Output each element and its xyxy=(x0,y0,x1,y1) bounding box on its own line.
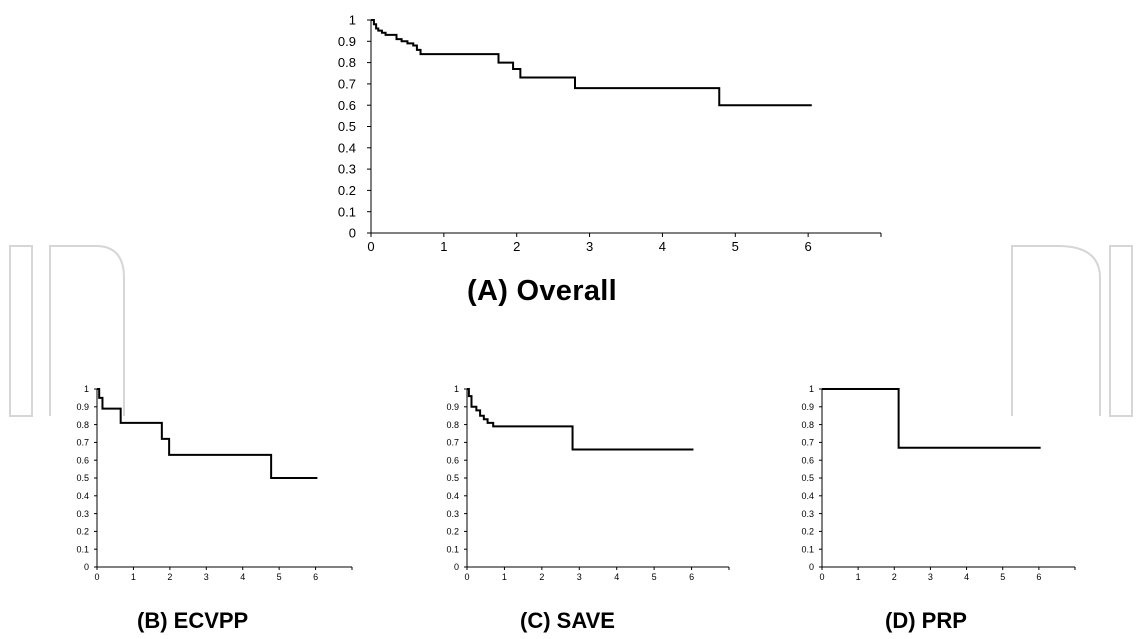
survival-curve xyxy=(97,388,318,479)
y-tick-label: 0.7 xyxy=(801,438,814,448)
y-tick-label: 0 xyxy=(349,226,356,241)
x-tick-label: 4 xyxy=(614,572,619,582)
y-tick-label: 0.5 xyxy=(338,119,356,134)
x-tick-label: 2 xyxy=(539,572,544,582)
y-tick-label: 0 xyxy=(84,562,89,572)
y-tick-label: 0.8 xyxy=(76,420,89,430)
y-tick-label: 0.6 xyxy=(446,455,459,465)
chart-ecvpp-svg: 0 0.1 0.2 0.3 0.4 0.5 0.6 0.7 0.8 0.9 1 0 1 2 3 4 5 6 xyxy=(76,384,353,582)
survival-curve xyxy=(467,388,694,451)
x-tick-label: 1 xyxy=(440,239,447,254)
y-tick-label: 0.5 xyxy=(446,473,459,483)
y-tick-label: 0.8 xyxy=(446,420,459,430)
y-tick-label: 0.6 xyxy=(338,98,356,113)
x-tick-label: 0 xyxy=(819,572,824,582)
x-tick-label: 1 xyxy=(131,572,136,582)
x-tick-label: 3 xyxy=(577,572,582,582)
y-tick-label: 0.2 xyxy=(76,527,89,537)
y-tick-label: 0.7 xyxy=(76,438,89,448)
y-tick-label: 0.1 xyxy=(76,544,89,554)
x-tick-label: 5 xyxy=(277,572,282,582)
chart-ecvpp: 0 0.1 0.2 0.3 0.4 0.5 0.6 0.7 0.8 0.9 1 0 1 2 3 4 5 6 xyxy=(70,384,370,595)
y-tick-label: 0.1 xyxy=(338,204,356,219)
y-tick-label: 0.2 xyxy=(446,527,459,537)
x-tick-label: 2 xyxy=(167,572,172,582)
y-tick-label: 0.5 xyxy=(76,473,89,483)
y-tick-label: 0.4 xyxy=(338,140,356,155)
chart-save-svg: 0 0.1 0.2 0.3 0.4 0.5 0.6 0.7 0.8 0.9 1 0 1 2 3 4 5 6 xyxy=(446,384,730,582)
y-tick-label: 1 xyxy=(84,384,89,394)
survival-curve xyxy=(822,388,1041,449)
y-tick-label: 0.9 xyxy=(338,34,356,49)
y-tick-label: 0.1 xyxy=(446,544,459,554)
y-tick-label: 0.6 xyxy=(801,455,814,465)
y-tick-label: 0.4 xyxy=(446,491,459,501)
y-tick-label: 0.9 xyxy=(76,402,89,412)
x-tick-label: 5 xyxy=(1000,572,1005,582)
y-tick-label: 1 xyxy=(454,384,459,394)
x-tick-label: 6 xyxy=(1036,572,1041,582)
y-tick-label: 0.3 xyxy=(76,509,89,519)
chart-overall-svg: 0 0.1 0.2 0.3 0.4 0.5 0.6 0.7 0.8 0.9 1 0 1 2 3 4 5 6 xyxy=(338,13,882,254)
y-tick-label: 0.2 xyxy=(801,527,814,537)
y-tick-label: 0.2 xyxy=(338,183,356,198)
x-tick-label: 2 xyxy=(513,239,520,254)
x-tick-label: 3 xyxy=(204,572,209,582)
y-tick-label: 0 xyxy=(454,562,459,572)
y-tick-label: 0.7 xyxy=(338,76,356,91)
x-tick-label: 4 xyxy=(659,239,666,254)
x-tick-label: 3 xyxy=(928,572,933,582)
x-tick-label: 4 xyxy=(964,572,969,582)
x-tick-label: 6 xyxy=(689,572,694,582)
y-tick-label: 0.7 xyxy=(446,438,459,448)
chart-prp-caption: (D) PRP xyxy=(885,608,967,633)
chart-overall-caption: (A) Overall xyxy=(467,275,617,307)
y-tick-label: 0.8 xyxy=(801,420,814,430)
y-tick-label: 0.4 xyxy=(76,491,89,501)
chart-ecvpp-caption: (B) ECVPP xyxy=(137,608,249,633)
y-tick-label: 1 xyxy=(809,384,814,394)
chart-prp: 0 0.1 0.2 0.3 0.4 0.5 0.6 0.7 0.8 0.9 1 0 1 2 3 4 5 6 xyxy=(795,384,1095,595)
x-tick-label: 1 xyxy=(502,572,507,582)
y-tick-label: 0 xyxy=(809,562,814,572)
x-tick-label: 0 xyxy=(464,572,469,582)
x-tick-label: 0 xyxy=(367,239,374,254)
y-tick-label: 0.5 xyxy=(801,473,814,483)
y-tick-label: 0.3 xyxy=(801,509,814,519)
chart-save-caption: (C) SAVE xyxy=(520,608,615,633)
survival-curve xyxy=(371,19,812,107)
y-tick-label: 0.9 xyxy=(801,402,814,412)
y-tick-label: 0.9 xyxy=(446,402,459,412)
chart-overall: 0 0.1 0.2 0.3 0.4 0.5 0.6 0.7 0.8 0.9 1 0 1 2 3 4 5 6 xyxy=(338,6,900,268)
x-tick-label: 6 xyxy=(805,239,812,254)
y-tick-label: 0.3 xyxy=(446,509,459,519)
x-tick-label: 5 xyxy=(652,572,657,582)
x-tick-label: 2 xyxy=(892,572,897,582)
chart-prp-svg: 0 0.1 0.2 0.3 0.4 0.5 0.6 0.7 0.8 0.9 1 0 1 2 3 4 5 6 xyxy=(801,384,1076,582)
x-tick-label: 1 xyxy=(856,572,861,582)
y-tick-label: 0.6 xyxy=(76,455,89,465)
y-tick-label: 1 xyxy=(349,13,356,28)
x-tick-label: 6 xyxy=(313,572,318,582)
x-tick-label: 4 xyxy=(240,572,245,582)
chart-save: 0 0.1 0.2 0.3 0.4 0.5 0.6 0.7 0.8 0.9 1 0 1 2 3 4 5 6 xyxy=(440,384,740,595)
x-tick-label: 0 xyxy=(94,572,99,582)
x-tick-label: 5 xyxy=(732,239,739,254)
y-tick-label: 0.8 xyxy=(338,55,356,70)
x-tick-label: 3 xyxy=(586,239,593,254)
y-tick-label: 0.1 xyxy=(801,544,814,554)
y-tick-label: 0.4 xyxy=(801,491,814,501)
y-tick-label: 0.3 xyxy=(338,162,356,177)
